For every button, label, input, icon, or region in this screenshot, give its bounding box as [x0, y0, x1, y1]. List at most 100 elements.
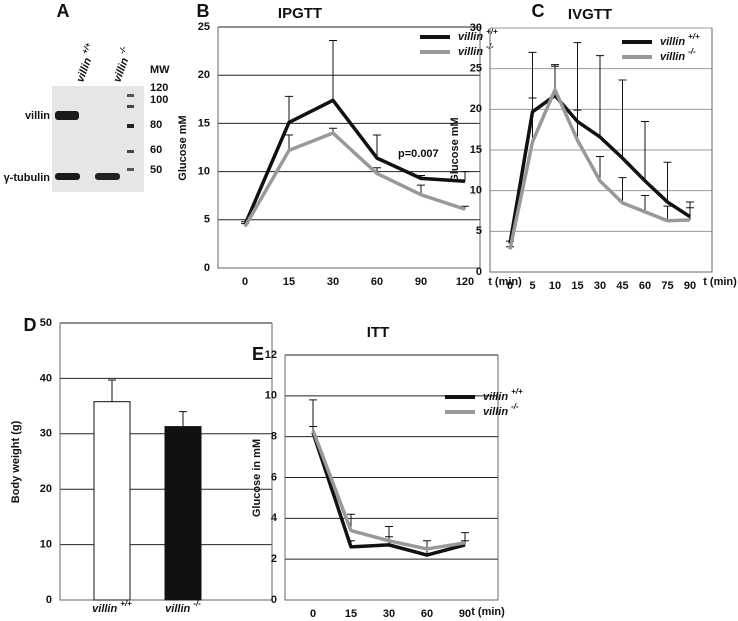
error-bar	[618, 79, 627, 159]
y-tick-label: 5	[204, 214, 210, 226]
x-tick-label: 60	[421, 608, 433, 620]
y-axis-label: Body weight (g)	[10, 420, 22, 503]
x-tick-label: 5	[529, 280, 535, 292]
error-bar	[551, 65, 559, 90]
x-tick-label: 90	[459, 608, 471, 620]
y-tick-label: 30	[470, 22, 482, 34]
axis-frame	[217, 27, 481, 269]
legend-label: villin +/+	[458, 27, 498, 43]
mw-marker: 100	[150, 94, 168, 106]
y-tick-label: 20	[198, 69, 210, 81]
lane-label: villin -/-	[108, 45, 135, 84]
mw-marker: 60	[150, 144, 162, 156]
x-tick-label: 60	[371, 276, 383, 288]
band-label: γ-tubulin	[4, 172, 51, 184]
y-tick-label: 25	[198, 21, 210, 33]
bar	[164, 426, 202, 601]
panel-label: A	[57, 1, 70, 21]
error-bar	[108, 379, 116, 402]
error-bar	[573, 109, 582, 141]
error-bar	[596, 156, 604, 181]
error-bar	[663, 161, 672, 203]
error-bar	[309, 425, 317, 431]
x-tick-label: 15	[571, 280, 583, 292]
x-tick-label: 45	[616, 280, 628, 292]
series-line	[243, 131, 466, 228]
x-tick-label: 0	[507, 280, 513, 292]
y-tick-label: 15	[198, 117, 210, 129]
error-bar	[285, 95, 293, 123]
y-tick-label: 0	[476, 266, 482, 278]
series-line	[311, 432, 466, 557]
error-bar	[179, 411, 187, 427]
chart-panel: E ITT 0 2 4 6 8 10 12 Glucose in mM t (min) 0 15 30 60…	[251, 324, 523, 620]
y-tick-label: 0	[204, 262, 210, 274]
error-bar	[596, 55, 604, 137]
y-tick-label: 2	[271, 553, 277, 565]
x-tick-label: 15	[345, 608, 357, 620]
error-bar	[285, 134, 293, 151]
y-tick-label: 30	[40, 428, 52, 440]
x-tick-label: 10	[549, 280, 561, 292]
chart-title: IPGTT	[278, 5, 322, 22]
y-tick-label: 10	[198, 166, 210, 178]
y-tick-label: 40	[40, 372, 52, 384]
error-bar	[373, 134, 381, 159]
x-tick-label: villin +/+	[92, 599, 132, 615]
mw-marker: 120	[150, 82, 168, 94]
panel-label: C	[532, 1, 545, 21]
mw-label: MW	[150, 64, 170, 76]
y-axis-label: Glucose mM	[449, 117, 461, 182]
x-tick-label: 90	[415, 276, 427, 288]
series-line	[508, 93, 691, 244]
panel-label: D	[24, 315, 37, 335]
error-bar	[573, 42, 582, 122]
legend-label: villin +/+	[660, 32, 700, 48]
panel-label: E	[252, 344, 264, 364]
y-tick-label: 6	[271, 471, 277, 483]
legend-label: villin -/-	[660, 47, 696, 63]
y-tick-label: 10	[40, 539, 52, 551]
y-tick-label: 12	[265, 349, 277, 361]
annotation: p=0.007	[398, 148, 439, 160]
x-tick-label: 0	[242, 276, 248, 288]
x-tick-label: 60	[639, 280, 651, 292]
mw-marker: 50	[150, 164, 162, 176]
lane-label: villin +/+	[71, 41, 100, 84]
error-bar	[663, 205, 672, 221]
axis-frame	[284, 355, 499, 601]
x-tick-label: 90	[684, 280, 696, 292]
y-tick-label: 0	[271, 594, 277, 606]
y-tick-label: 0	[46, 594, 52, 606]
y-tick-label: 20	[470, 103, 482, 115]
chart-title: ITT	[367, 324, 390, 341]
y-axis-label: Glucose in mM	[251, 439, 263, 517]
legend-label: villin -/-	[458, 42, 494, 58]
error-bar	[461, 532, 469, 543]
x-tick-label: 75	[661, 280, 673, 292]
error-bar	[385, 526, 393, 541]
x-tick-label: 30	[594, 280, 606, 292]
error-bar	[329, 39, 337, 101]
x-axis-label: t (min)	[488, 276, 522, 288]
y-tick-label: 15	[470, 144, 482, 156]
chart-panel: D 0 10 20 30 40 50 Body weight (g) villin +/+ vil…	[10, 315, 273, 615]
chart-panel: B IPGTT 0 5 10 15 20 25 Glucose mM t (min) p=0.007…	[177, 1, 522, 288]
axis-frame	[489, 28, 713, 273]
y-axis-label: Glucose mM	[177, 115, 189, 180]
error-bar	[641, 121, 649, 181]
error-bar	[686, 207, 694, 220]
x-tick-label: 120	[456, 276, 474, 288]
series-line	[311, 429, 466, 551]
legend-label: villin -/-	[483, 402, 519, 418]
panel-label: B	[197, 1, 210, 21]
y-tick-label: 20	[40, 483, 52, 495]
y-tick-label: 10	[265, 390, 277, 402]
error-bar	[641, 195, 649, 212]
y-tick-label: 25	[470, 63, 482, 75]
x-axis-label: t (min)	[703, 276, 737, 288]
error-bar	[618, 177, 627, 203]
mw-marker: 80	[150, 119, 162, 131]
